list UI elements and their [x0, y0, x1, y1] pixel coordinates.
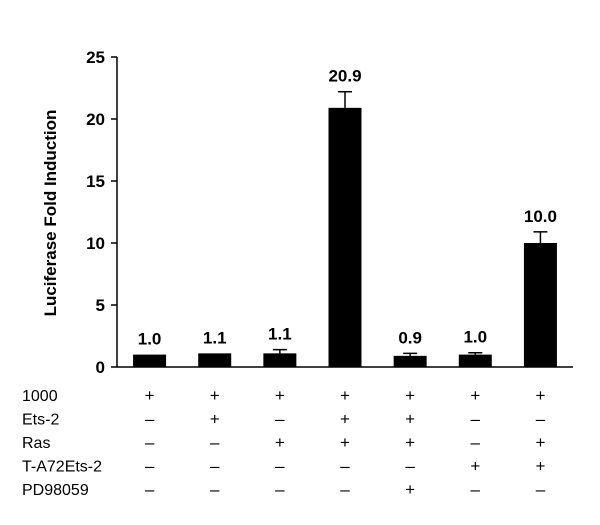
- treatment-sign: –: [340, 480, 350, 499]
- treatment-sign: –: [405, 457, 415, 476]
- bar: [263, 353, 297, 367]
- treatment-sign: +: [275, 433, 285, 452]
- y-tick-label: 0: [96, 358, 105, 377]
- treatment-table: 1000 + + + + + + + Ets-2 – + – + + – – Ras – – + + + – + T-A72Et…: [22, 386, 546, 499]
- treatment-sign: +: [275, 386, 285, 405]
- treatment-row-label: PD98059: [22, 482, 89, 499]
- treatment-row-label: T-A72Ets-2: [22, 459, 102, 476]
- treatment-row-label: 1000: [22, 388, 58, 405]
- y-ticks: 0 5 10 15 20 25: [86, 48, 117, 377]
- treatment-sign: –: [275, 480, 285, 499]
- bar: [198, 353, 232, 367]
- treatment-sign: +: [405, 410, 415, 429]
- treatment-sign: –: [145, 457, 155, 476]
- treatment-sign: –: [210, 433, 220, 452]
- bar: [328, 107, 362, 367]
- treatment-sign: –: [536, 410, 546, 429]
- treatment-sign: +: [340, 386, 350, 405]
- data-label: 1.1: [203, 328, 227, 347]
- data-label: 10.0: [524, 207, 557, 226]
- treatment-sign: –: [145, 480, 155, 499]
- treatment-sign: –: [536, 480, 546, 499]
- treatment-sign: –: [275, 457, 285, 476]
- treatment-sign: +: [470, 386, 480, 405]
- treatment-sign: +: [210, 410, 220, 429]
- y-tick-label: 20: [86, 110, 105, 129]
- bars: 1.0 1.1 1.1 20.9 0.9 1.0 10.0: [133, 67, 557, 367]
- treatment-row-label: Ras: [22, 435, 50, 452]
- treatment-sign: –: [471, 433, 481, 452]
- bar: [523, 243, 557, 367]
- treatment-sign: –: [210, 457, 220, 476]
- treatment-sign: –: [340, 457, 350, 476]
- treatment-sign: –: [471, 410, 481, 429]
- treatment-sign: –: [471, 480, 481, 499]
- treatment-sign: +: [470, 457, 480, 476]
- treatment-sign: +: [340, 410, 350, 429]
- treatment-sign: +: [535, 433, 545, 452]
- y-tick-label: 10: [86, 234, 105, 253]
- treatment-sign: +: [535, 457, 545, 476]
- treatment-sign: +: [405, 433, 415, 452]
- y-tick-label: 25: [86, 48, 105, 67]
- treatment-sign: –: [145, 433, 155, 452]
- data-label: 1.1: [268, 325, 292, 344]
- bar: [458, 354, 492, 367]
- treatment-sign: –: [145, 410, 155, 429]
- treatment-sign: –: [275, 410, 285, 429]
- y-tick-label: 5: [96, 296, 105, 315]
- treatment-row-label: Ets-2: [22, 412, 59, 429]
- treatment-sign: +: [145, 386, 155, 405]
- treatment-sign: +: [535, 386, 545, 405]
- treatment-sign: +: [210, 386, 220, 405]
- data-label: 0.9: [398, 328, 422, 347]
- data-label: 20.9: [328, 67, 361, 86]
- data-label: 1.0: [463, 328, 487, 347]
- treatment-sign: –: [210, 480, 220, 499]
- y-tick-label: 15: [86, 172, 105, 191]
- treatment-sign: +: [405, 480, 415, 499]
- bar: [133, 354, 167, 367]
- treatment-sign: +: [405, 386, 415, 405]
- treatment-sign: +: [340, 433, 350, 452]
- y-axis-label: Luciferase Fold Induction: [41, 110, 60, 317]
- data-label: 1.0: [138, 330, 162, 349]
- bar: [393, 355, 427, 367]
